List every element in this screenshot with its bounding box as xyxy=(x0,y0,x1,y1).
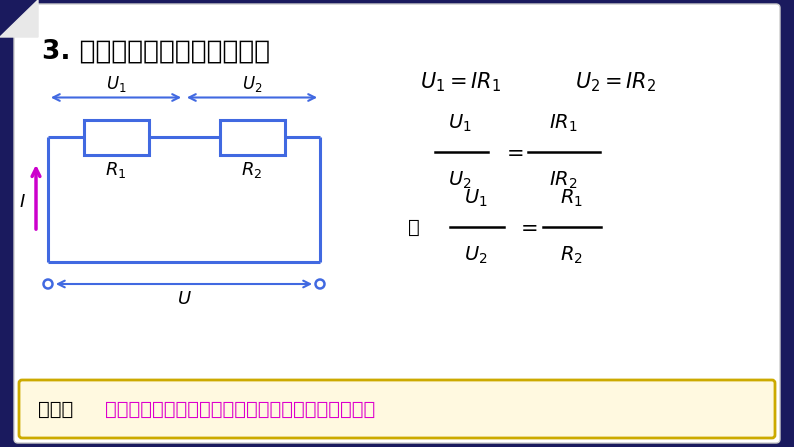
Text: $IR_2$: $IR_2$ xyxy=(549,170,577,191)
Text: $U_1$: $U_1$ xyxy=(464,188,488,209)
Text: $U_1$: $U_1$ xyxy=(106,73,126,93)
FancyBboxPatch shape xyxy=(14,4,780,443)
Polygon shape xyxy=(0,0,38,37)
FancyBboxPatch shape xyxy=(19,380,775,438)
Text: $U_1$: $U_1$ xyxy=(448,113,472,134)
Text: $U_2$: $U_2$ xyxy=(449,170,472,191)
Bar xyxy=(83,119,148,155)
Text: $R_1$: $R_1$ xyxy=(560,188,583,209)
Text: $I$: $I$ xyxy=(18,193,25,211)
Text: $U$: $U$ xyxy=(176,290,191,308)
Text: $=$: $=$ xyxy=(516,217,538,237)
Text: $U_1 = IR_1$: $U_1 = IR_1$ xyxy=(420,70,501,94)
Circle shape xyxy=(315,279,325,288)
Text: $R_1$: $R_1$ xyxy=(106,160,127,180)
Circle shape xyxy=(44,279,52,288)
Text: $=$: $=$ xyxy=(502,142,523,162)
Text: 串联电路中各电阻分得的电压与电阻的阻值成正比。: 串联电路中各电阻分得的电压与电阻的阻值成正比。 xyxy=(105,400,376,418)
Text: $U_2$: $U_2$ xyxy=(464,245,488,266)
Text: $R_2$: $R_2$ xyxy=(560,245,583,266)
Text: 结论：: 结论： xyxy=(38,400,73,418)
Text: $R_2$: $R_2$ xyxy=(241,160,263,180)
Text: $IR_1$: $IR_1$ xyxy=(549,113,577,134)
Text: 即: 即 xyxy=(408,218,420,236)
Text: $U_2$: $U_2$ xyxy=(242,73,262,93)
Polygon shape xyxy=(0,0,38,37)
Text: $U_2 = IR_2$: $U_2 = IR_2$ xyxy=(575,70,657,94)
Bar xyxy=(219,119,284,155)
Text: 3. 串联电路中电阻的分压作用: 3. 串联电路中电阻的分压作用 xyxy=(42,39,270,65)
